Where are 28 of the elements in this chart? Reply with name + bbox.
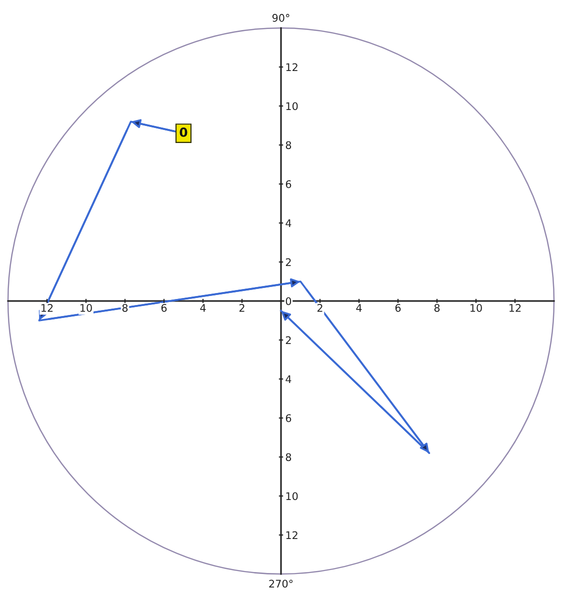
y-tick-label: 4 xyxy=(286,375,292,383)
y-tick-label: 8 xyxy=(286,453,292,462)
x-tick-label: 4 xyxy=(200,304,206,312)
y-tick-label: 8 xyxy=(286,141,292,150)
x-tick-label: 8 xyxy=(434,304,440,312)
y-tick-label: 4 xyxy=(286,219,292,227)
x-tick-label: 2 xyxy=(317,304,322,312)
annotation: 0 xyxy=(180,127,188,137)
x-tick-label: 8 xyxy=(122,304,128,312)
text: 90° xyxy=(272,14,290,22)
y-tick-label: 12 xyxy=(286,63,298,71)
y-tick-label: 0 xyxy=(286,297,292,306)
y-tick-label: 10 xyxy=(286,492,298,500)
x-tick-label: 4 xyxy=(356,304,362,312)
y-tick-label: 2 xyxy=(286,336,291,344)
text: 270° xyxy=(269,580,293,588)
y-tick-label: 12 xyxy=(286,531,298,539)
x-tick-label: 2 xyxy=(239,304,244,312)
y-tick-label: 10 xyxy=(286,102,298,110)
y-tick-label: 6 xyxy=(286,414,292,422)
x-tick-label: 12 xyxy=(510,304,521,312)
y-tick-label: 2 xyxy=(286,258,291,266)
x-tick-label: 10 xyxy=(470,304,482,312)
x-tick-label: 6 xyxy=(395,304,401,312)
y-tick-label: 6 xyxy=(286,180,292,188)
x-tick-label: 12 xyxy=(42,304,53,312)
x-tick-label: 10 xyxy=(80,304,92,312)
x-tick-label: 6 xyxy=(161,304,167,312)
